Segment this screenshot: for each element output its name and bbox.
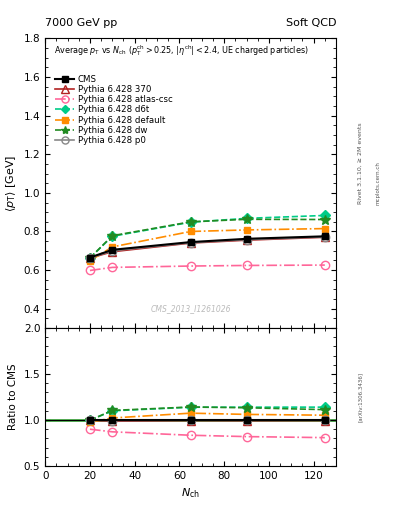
- Text: Average $p_{\rm T}$ vs $N_{\rm ch}$ ($p_{\rm T}^{\rm ch}>0.25$, $|\eta^{\rm ch}|: Average $p_{\rm T}$ vs $N_{\rm ch}$ ($p_…: [54, 42, 309, 58]
- Legend: CMS, Pythia 6.428 370, Pythia 6.428 atlas-csc, Pythia 6.428 d6t, Pythia 6.428 de: CMS, Pythia 6.428 370, Pythia 6.428 atla…: [55, 75, 173, 145]
- Text: mcplots.cern.ch: mcplots.cern.ch: [375, 161, 380, 205]
- X-axis label: $N_{\rm ch}$: $N_{\rm ch}$: [181, 486, 200, 500]
- Text: 7000 GeV pp: 7000 GeV pp: [45, 18, 118, 28]
- Text: [arXiv:1306.3436]: [arXiv:1306.3436]: [358, 372, 363, 422]
- Y-axis label: $\langle p_{\rm T} \rangle$ [GeV]: $\langle p_{\rm T} \rangle$ [GeV]: [4, 155, 18, 212]
- Text: Rivet 3.1.10, ≥ 2M events: Rivet 3.1.10, ≥ 2M events: [358, 122, 363, 204]
- Text: CMS_2013_I1261026: CMS_2013_I1261026: [151, 305, 231, 313]
- Text: Soft QCD: Soft QCD: [286, 18, 336, 28]
- Y-axis label: Ratio to CMS: Ratio to CMS: [8, 364, 18, 430]
